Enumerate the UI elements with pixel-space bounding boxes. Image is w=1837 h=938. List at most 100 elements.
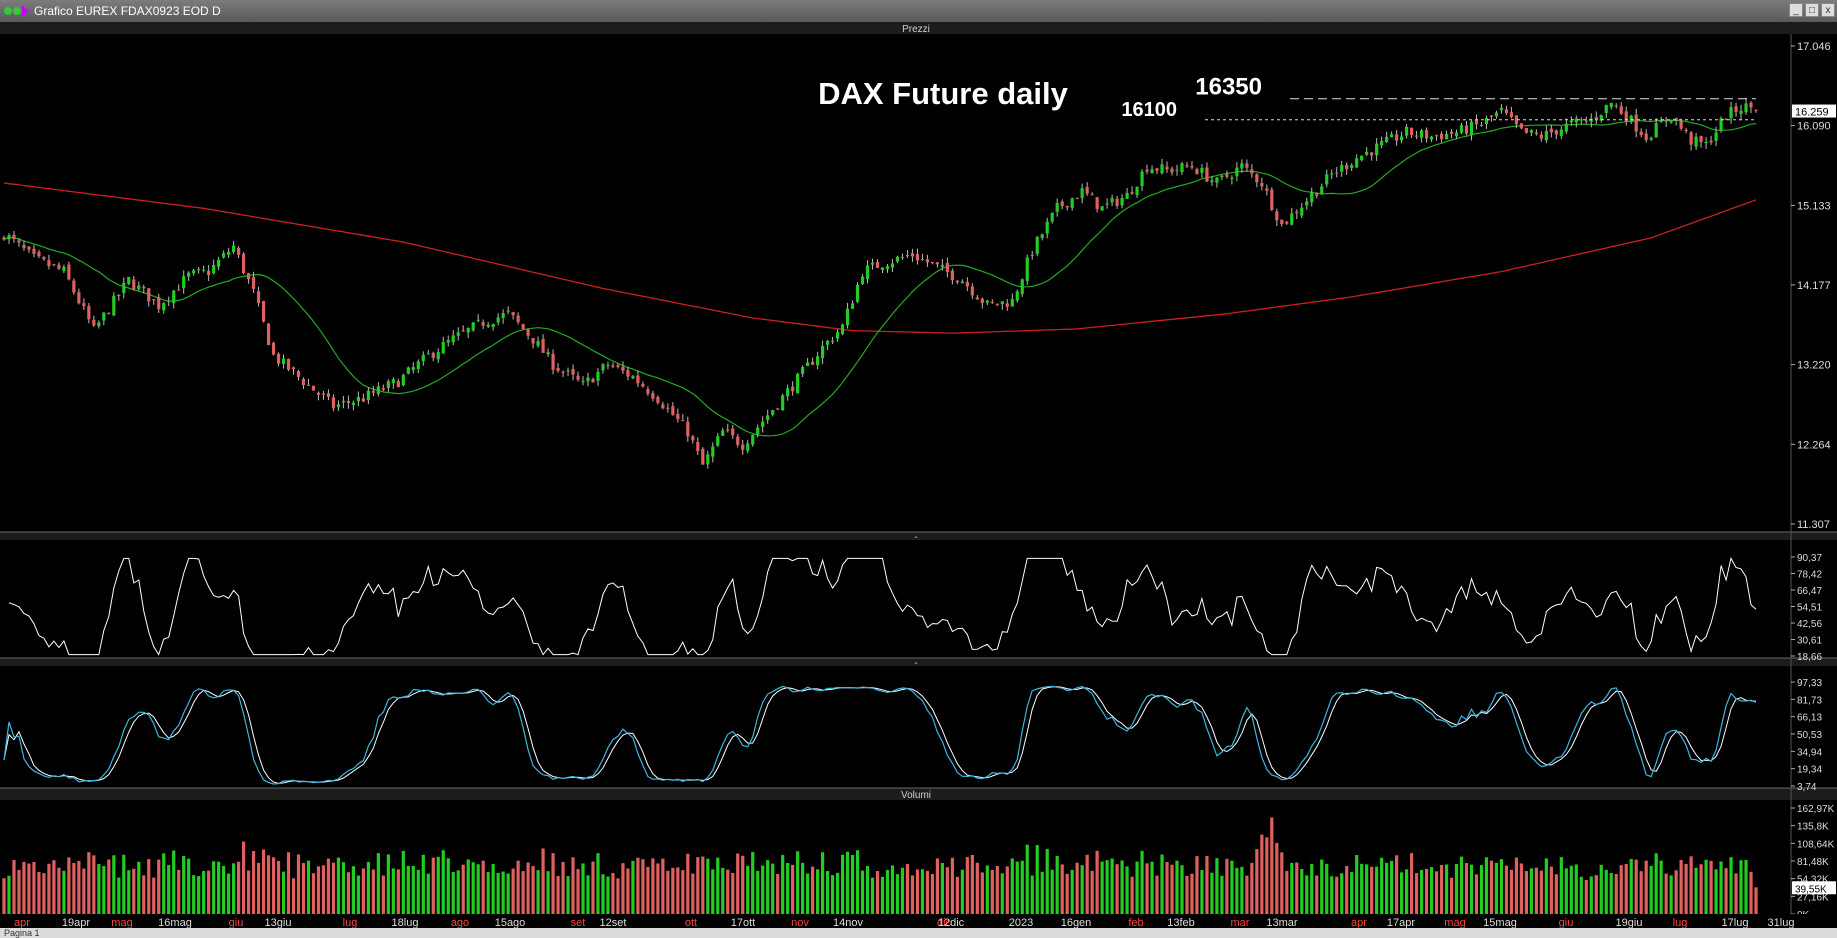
volume-bar — [212, 861, 216, 914]
volume-bar — [7, 875, 11, 914]
candle-body — [1564, 123, 1568, 132]
volume-bar — [1175, 860, 1179, 914]
candle-body — [1604, 104, 1608, 113]
volume-bar — [1714, 869, 1718, 914]
x-tick-label: ott — [685, 917, 697, 928]
volume-bar — [42, 873, 46, 914]
candle-body — [601, 364, 605, 371]
candle-body — [631, 376, 635, 379]
candle-body — [466, 328, 470, 333]
candle-body — [746, 443, 750, 451]
candle-body — [566, 370, 570, 372]
volume-bar — [1449, 877, 1454, 914]
volume-bar — [880, 876, 885, 914]
y-tick-label: 30,61 — [1797, 636, 1822, 647]
y-tick-label: 15.133 — [1797, 200, 1831, 212]
volume-bar — [1180, 865, 1184, 914]
ma-long-line — [3, 182, 1757, 334]
volume-bar — [1340, 873, 1344, 914]
candle-body — [1689, 132, 1693, 145]
candle-body — [167, 300, 171, 302]
candle-body — [581, 381, 585, 383]
chart-canvas[interactable]: Prezzi - - Volumi DAX Future daily 16350… — [0, 22, 1837, 928]
candle-body — [1340, 165, 1344, 172]
candle-body — [1090, 194, 1094, 196]
candle-body — [816, 356, 820, 366]
candle-body — [356, 397, 360, 402]
volume-bar — [1005, 866, 1009, 914]
candle-body — [281, 358, 286, 365]
x-tick-label: apr — [1351, 917, 1367, 928]
candle-body — [726, 429, 730, 431]
volume-bar — [1579, 876, 1583, 914]
candle-body — [885, 266, 890, 270]
candle-body — [1045, 221, 1049, 234]
volume-bar — [756, 870, 760, 914]
candle-body — [1310, 192, 1314, 203]
candle-body — [132, 279, 136, 290]
x-tick-label: lug — [1673, 917, 1688, 928]
y-tick-label: 81,48K — [1797, 857, 1829, 868]
candle-body — [1070, 198, 1074, 208]
volume-bar — [985, 865, 989, 914]
candle-body — [796, 373, 800, 394]
y-tick-label: 81,73 — [1797, 695, 1822, 706]
candle-body — [1484, 117, 1489, 125]
volume-bar — [281, 871, 286, 914]
volume-y-axis: 162,97K135,8K108,64K81,48K54,32K27,16K0K… — [1791, 804, 1836, 921]
volume-bar — [177, 869, 181, 914]
volume-bar — [261, 849, 266, 914]
volume-bar — [1140, 850, 1144, 914]
volume-bar — [1494, 862, 1499, 914]
candle-body — [1145, 169, 1149, 172]
stochastic-k-line — [3, 685, 1757, 785]
volume-bar — [751, 851, 755, 914]
candle-body — [291, 367, 296, 370]
volume-bar — [1704, 859, 1708, 914]
candle-body — [536, 341, 540, 346]
volume-bar — [975, 862, 979, 914]
y-tick-label: 54,51 — [1797, 603, 1822, 614]
annotation-level-label: 16100 — [1121, 99, 1177, 121]
volume-bar — [1245, 875, 1249, 914]
candle-body — [1424, 129, 1429, 139]
volume-bar — [1195, 856, 1199, 914]
play-icon[interactable] — [22, 5, 29, 17]
candle-body — [212, 264, 216, 274]
x-tick-label: 19giu — [1616, 917, 1643, 928]
volume-bar — [271, 857, 276, 914]
candle-body — [905, 255, 910, 257]
candle-body — [641, 383, 645, 387]
y-tick-label: 17.046 — [1797, 41, 1831, 53]
volume-bar — [82, 868, 86, 914]
volume-bar — [865, 866, 870, 914]
candle-body — [431, 352, 435, 358]
volume-bar — [476, 864, 480, 914]
close-button[interactable]: x — [1821, 3, 1835, 17]
candle-body — [716, 436, 720, 446]
maximize-button[interactable]: □ — [1805, 3, 1819, 17]
volume-bar — [731, 872, 735, 914]
candle-body — [1135, 186, 1139, 196]
volume-bar — [202, 870, 206, 914]
volume-bar — [1734, 873, 1738, 914]
candle-body — [1075, 198, 1079, 200]
volume-bar — [326, 858, 331, 914]
candle-body — [1464, 125, 1469, 134]
candle-body — [791, 386, 795, 392]
volume-bar — [1749, 871, 1753, 914]
x-tick-label: apr — [14, 917, 30, 928]
candle-body — [1409, 127, 1414, 136]
candle-body — [1095, 197, 1099, 210]
volume-bar — [107, 859, 111, 914]
candle-body — [1355, 158, 1359, 168]
candle-body — [301, 379, 306, 386]
candle-body — [1754, 109, 1758, 111]
page-tab[interactable]: Pagina 1 — [4, 928, 40, 938]
candle-body — [1574, 118, 1578, 123]
candle-body — [1150, 169, 1154, 174]
minimize-button[interactable]: _ — [1789, 3, 1803, 17]
candle-body — [835, 332, 840, 339]
volume-bar — [147, 859, 151, 914]
candle-body — [980, 298, 984, 303]
